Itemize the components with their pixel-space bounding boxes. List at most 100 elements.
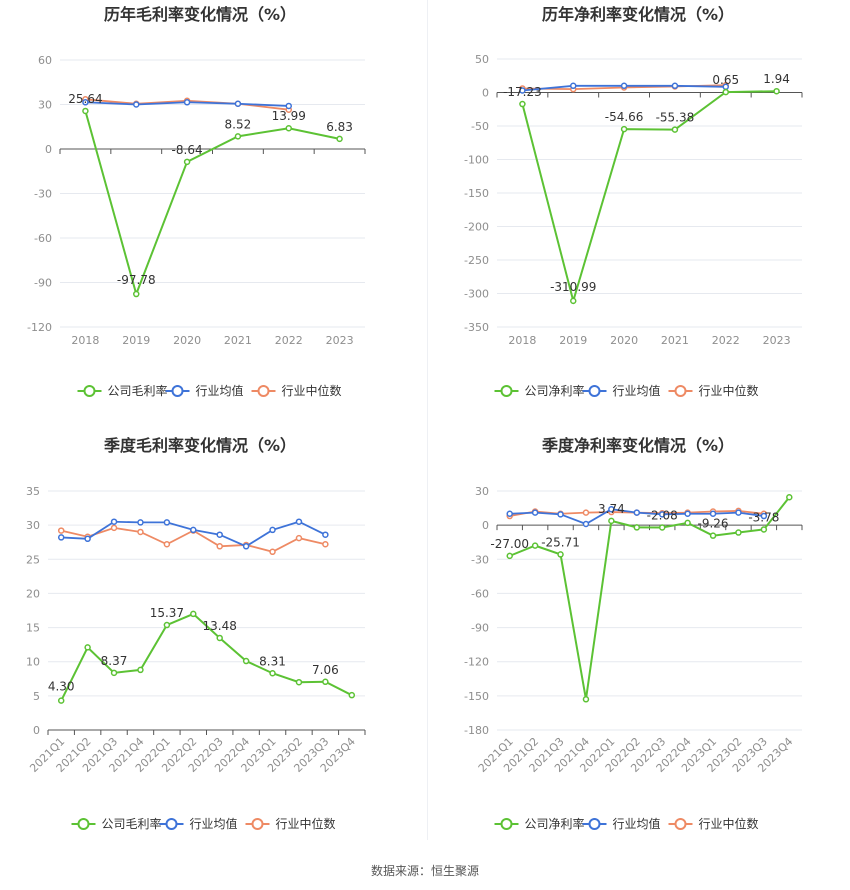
data-point-avg [709, 510, 717, 518]
y-tick-label: 0 [482, 519, 489, 532]
data-point-avg [633, 509, 641, 516]
legend-swatch-marker [83, 385, 96, 397]
y-tick-label: -30 [34, 188, 52, 201]
legend-label: 公司净利率 [525, 816, 585, 831]
data-label: 13.99 [272, 109, 306, 123]
data-label: -27.00 [490, 537, 529, 551]
data-point-company [506, 552, 513, 560]
chart-title: 季度毛利率变化情况（%） [103, 436, 296, 455]
legend-swatch-marker [77, 818, 90, 830]
data-point-avg [190, 526, 197, 534]
data-point-median [163, 541, 171, 548]
x-tick-label: 2021 [661, 334, 689, 347]
x-tick-label: 2018 [508, 334, 536, 347]
legend-swatch-marker [674, 385, 687, 397]
data-label: 8.52 [225, 117, 252, 131]
chart-panel-4: 季度净利率变化情况（%）300-30-60-90-120-150-1802021… [464, 436, 803, 831]
data-point-company [620, 125, 628, 133]
data-point-company [269, 670, 276, 677]
y-tick-label: 30 [26, 519, 40, 532]
data-point-median [57, 527, 65, 534]
data-label: 25.64 [68, 92, 102, 106]
data-point-company [633, 524, 641, 531]
data-point-company [322, 678, 329, 686]
legend-swatch-marker [500, 385, 513, 397]
legend-label: 行业均值 [613, 383, 661, 398]
data-label: 15.37 [150, 606, 184, 620]
legend-label: 公司毛利率 [102, 816, 162, 831]
legend-swatch-marker [500, 818, 513, 830]
data-point-company [295, 678, 303, 686]
legend-label: 行业均值 [613, 816, 661, 831]
y-tick-label: 0 [482, 87, 489, 100]
data-point-avg [242, 543, 250, 550]
data-point-company [709, 532, 717, 539]
data-label: -97.78 [117, 273, 156, 287]
legend-swatch-marker [171, 385, 184, 397]
data-point-median [137, 528, 144, 536]
data-point-avg [760, 512, 768, 520]
data-point-company [110, 669, 118, 677]
x-tick-label: 2020 [610, 334, 638, 347]
data-point-median [110, 524, 118, 532]
y-tick-label: -90 [34, 277, 52, 290]
data-point-company [760, 526, 768, 533]
legend: 公司净利率 行业均值 行业中位数 [494, 816, 759, 831]
data-point-company [57, 697, 65, 704]
data-source-note: 数据来源：恒生聚源 [370, 864, 479, 878]
data-label: -25.71 [541, 535, 580, 549]
chart-panel-3: 季度毛利率变化情况（%）353025201510502021Q12021Q220… [26, 436, 366, 831]
data-point-avg [658, 511, 666, 518]
legend-swatch-marker [251, 818, 264, 830]
x-tick-label: 2019 [559, 334, 587, 347]
data-point-median [295, 534, 303, 542]
legend-label: 行业中位数 [276, 816, 336, 831]
data-label: -54.66 [605, 110, 644, 124]
data-point-avg [519, 87, 526, 94]
y-tick-label: -50 [471, 120, 489, 133]
legend: 公司毛利率 行业均值 行业中位数 [71, 816, 336, 831]
data-label: 3.74 [598, 502, 625, 516]
data-point-company [671, 126, 679, 133]
y-tick-label: -120 [27, 321, 52, 334]
y-tick-label: -60 [471, 587, 489, 600]
chart-title: 季度净利率变化情况（%） [541, 436, 734, 455]
y-tick-label: -90 [471, 622, 489, 635]
data-point-company [582, 696, 590, 703]
data-point-avg [163, 519, 171, 526]
data-point-company [786, 494, 793, 501]
data-point-avg [531, 509, 539, 516]
chart-panel-2: 历年净利率变化情况（%） 50 0 -50 -100 -150 -200 -250 -300 -3… [464, 5, 803, 398]
y-tick-label: 30 [475, 485, 489, 498]
x-tick-label: 2022 [275, 334, 303, 347]
data-label: 8.37 [101, 654, 128, 668]
data-point-median [269, 548, 276, 556]
y-tick-label: -150 [464, 187, 489, 200]
data-point-company [82, 107, 89, 115]
data-point-company [684, 519, 691, 527]
y-tick-label: -30 [471, 553, 489, 566]
data-point-company [348, 691, 356, 699]
y-tick-label: 10 [26, 656, 40, 669]
y-tick-label: -200 [464, 221, 489, 234]
data-point-avg [608, 505, 615, 513]
y-tick-label: 15 [26, 622, 40, 635]
data-point-median [582, 509, 590, 516]
chart-panel-1: 历年毛利率变化情况（%） 60 30 0 -30 -60 -90 -120 2018 2019 20… [27, 5, 366, 398]
legend-label: 行业中位数 [282, 383, 342, 398]
y-tick-label: 25 [26, 553, 40, 566]
legend-label: 行业中位数 [699, 816, 759, 831]
data-point-company [608, 517, 615, 525]
data-point-company [285, 124, 292, 132]
y-tick-label: -180 [464, 724, 489, 737]
data-point-company [242, 657, 250, 665]
chart-title: 历年净利率变化情况（%） [542, 5, 734, 24]
data-label: 8.31 [259, 654, 286, 668]
y-tick-label: -120 [464, 656, 489, 669]
data-point-avg [570, 82, 577, 90]
legend-label: 公司净利率 [525, 383, 585, 398]
data-point-avg [506, 510, 513, 518]
data-label: 0.65 [712, 73, 739, 87]
data-label: 1.94 [763, 72, 790, 86]
